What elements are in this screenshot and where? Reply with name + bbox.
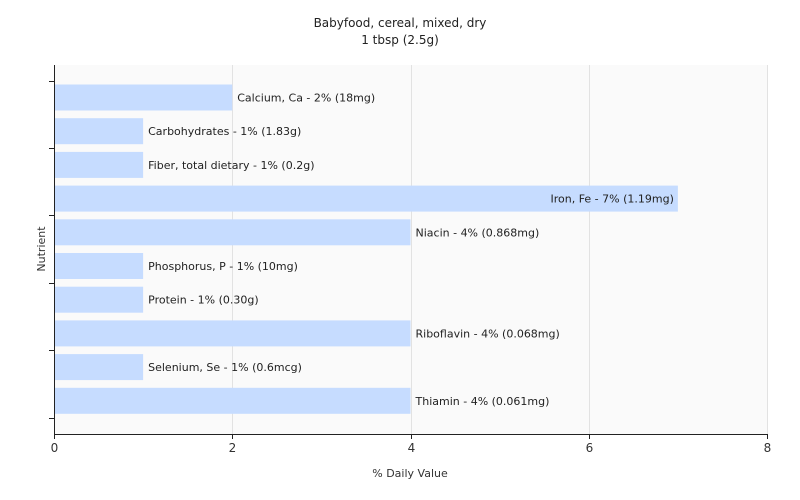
bar — [54, 118, 144, 145]
bar-label: Carbohydrates - 1% (1.83g) — [148, 125, 301, 138]
bar — [54, 185, 678, 212]
bar-label: Fiber, total dietary - 1% (0.2g) — [148, 159, 314, 172]
bar-label: Phosphorus, P - 1% (10mg) — [148, 260, 298, 273]
bar-label: Iron, Fe - 7% (1.19mg) — [550, 193, 673, 206]
x-tick-label: 8 — [764, 441, 772, 455]
x-tick-label: 0 — [51, 441, 59, 455]
axes: 0 2 4 6 8 — [49, 65, 771, 455]
bar — [54, 387, 411, 414]
x-tick-label: 6 — [586, 441, 594, 455]
y-axis-label: Nutrient — [35, 226, 48, 272]
grid-lines — [232, 65, 768, 434]
chart-subtitle: 1 tbsp (2.5g) — [361, 33, 439, 47]
chart-title: Babyfood, cereal, mixed, dry — [313, 16, 487, 30]
x-axis-label: % Daily Value — [372, 467, 448, 480]
bar-label: Riboflavin - 4% (0.068mg) — [416, 327, 560, 340]
bar-label: Protein - 1% (0.30g) — [148, 294, 259, 307]
bar — [54, 151, 144, 178]
bar — [54, 320, 411, 347]
bar-label: Niacin - 4% (0.868mg) — [416, 226, 540, 239]
x-tick-label: 4 — [408, 441, 416, 455]
bar-label: Calcium, Ca - 2% (18mg) — [237, 92, 375, 105]
bar — [54, 253, 144, 279]
x-tick-label: 2 — [229, 441, 237, 455]
plot-background — [54, 65, 767, 434]
bar — [54, 354, 144, 381]
bar — [54, 84, 233, 111]
bar-label: Selenium, Se - 1% (0.6mcg) — [148, 361, 302, 374]
bar — [54, 219, 411, 246]
bars: Calcium, Ca - 2% (18mg) Carbohydrates - 1… — [54, 84, 678, 414]
bar — [54, 286, 144, 313]
bar-label: Thiamin - 4% (0.061mg) — [415, 395, 550, 408]
